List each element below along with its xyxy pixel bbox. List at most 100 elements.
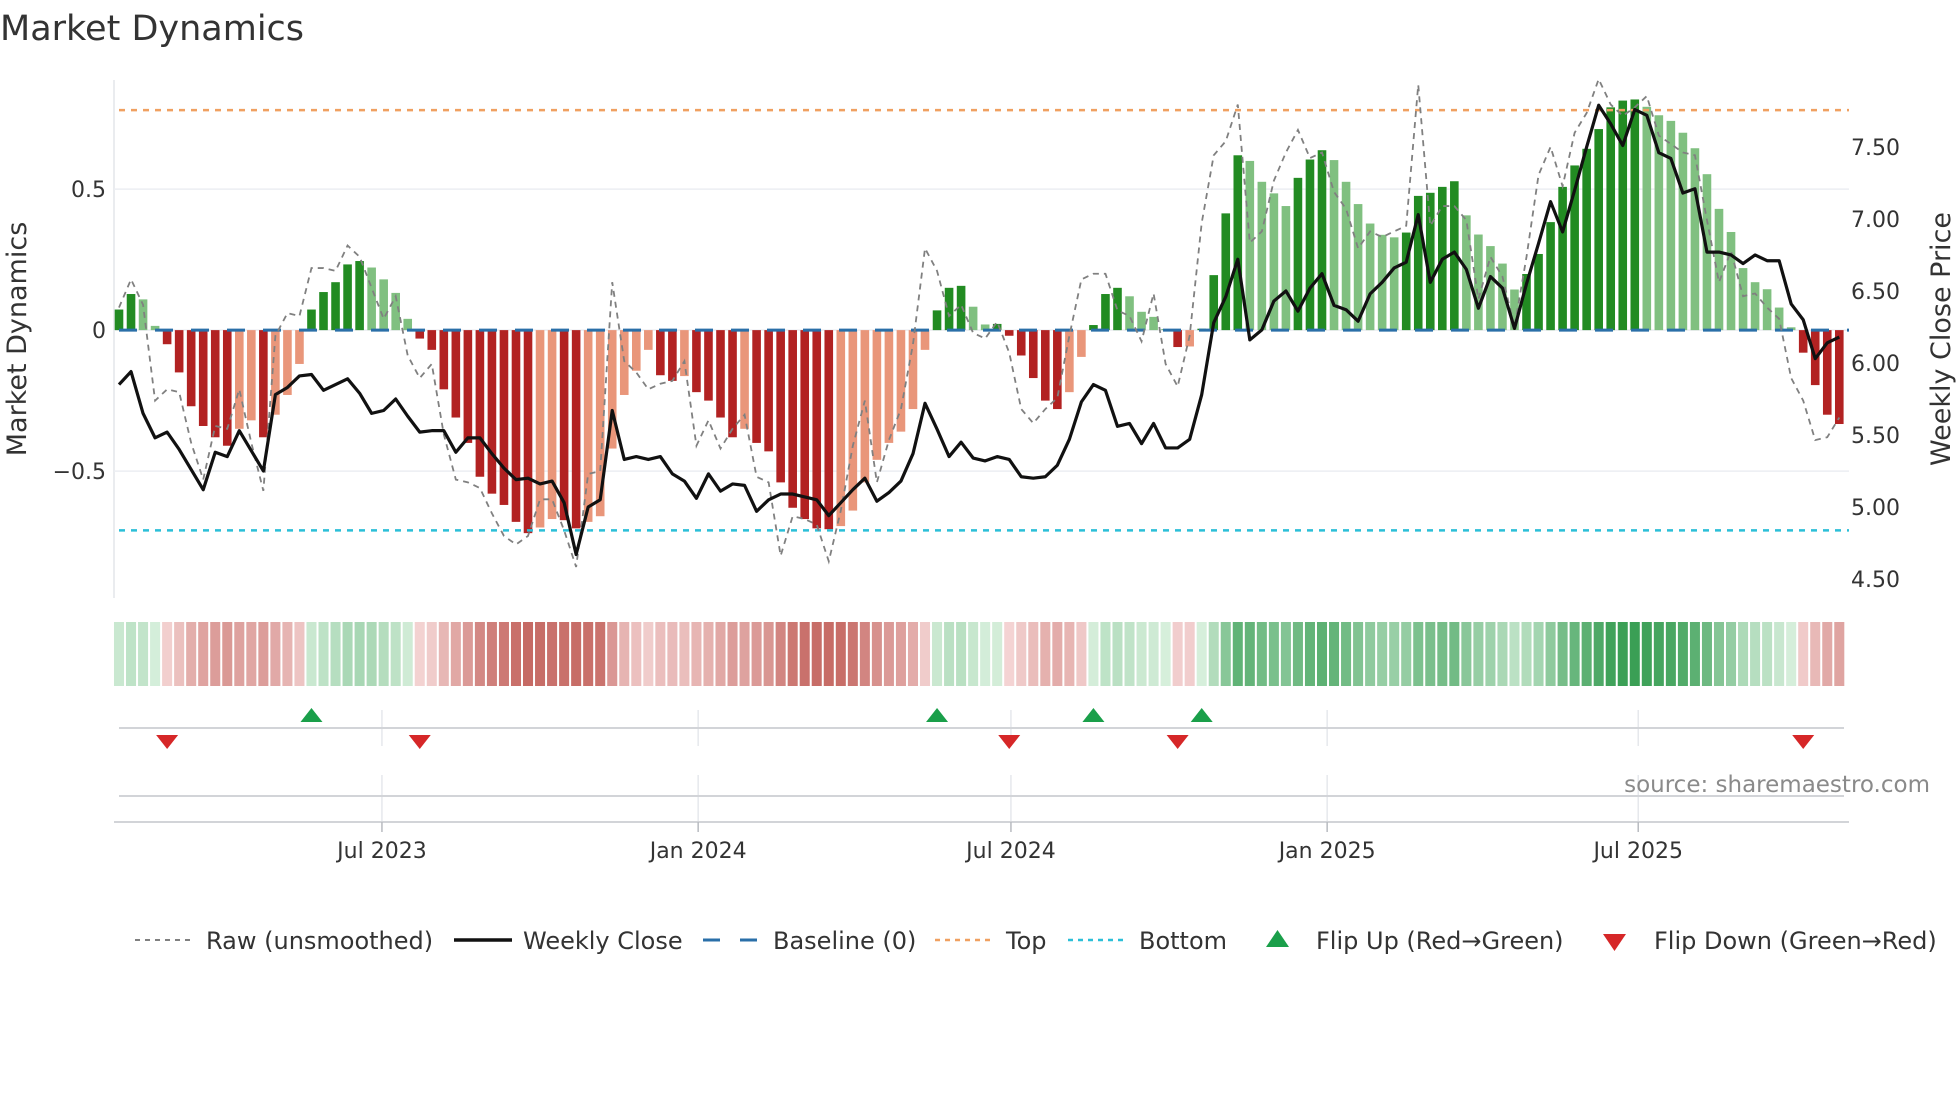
heat-strip-cell [1677,622,1688,686]
histogram-bar [523,330,533,534]
heat-strip-cell [1810,622,1821,686]
histogram-bar [836,330,846,527]
histogram-bar [1281,206,1291,331]
heat-strip-cell [907,622,918,686]
histogram-bar [980,324,990,331]
heat-strip-cell [1028,622,1039,686]
histogram-bar [535,330,545,528]
heat-strip-cell [835,622,846,686]
histogram-bar [884,330,894,443]
x-tick-label: Jul 2023 [335,839,427,864]
histogram-bar [1594,129,1603,331]
histogram-bar [367,267,376,331]
histogram-bar [1798,330,1808,353]
heat-strip-cell [1497,622,1508,686]
histogram-bar [1101,294,1110,331]
heat-strip-cell [390,622,401,686]
histogram-bar [403,318,413,331]
heat-strip-cell [583,622,594,686]
histogram-bar [1522,274,1531,331]
heat-strip-cell [1569,622,1580,686]
heat-strip-cell [1040,622,1051,686]
histogram-bar [1257,181,1267,331]
heat-strip-cell [607,622,618,686]
heat-strip-cell [1256,622,1267,686]
histogram-bar [210,330,220,438]
histogram-bar [716,330,725,418]
histogram-bar [656,330,665,376]
heat-strip-cell [727,622,738,686]
heat-strip-cell [378,622,389,686]
histogram-bar [800,330,810,520]
histogram-bar [1618,100,1628,331]
heat-strip-cell [739,622,750,686]
heat-strip-cell [1665,622,1676,686]
heat-strip-cell [354,622,365,686]
heat-strip-cell [631,622,642,686]
heat-strip-cell [715,622,726,686]
heat-strip-cell [1641,622,1652,686]
heat-strip-cell [523,622,534,686]
histogram-bar [1582,148,1591,331]
heat-strip-cell [1136,622,1147,686]
heat-strip-cell [1208,622,1219,686]
histogram-bar [138,299,148,331]
histogram-bar [1474,234,1483,331]
histogram-bar [247,330,256,421]
heat-strip-cell [1016,622,1027,686]
heat-strip-cell [258,622,269,686]
heat-strip-cell [1389,622,1400,686]
histogram-bar [1016,330,1026,356]
histogram-bar [1233,155,1243,331]
histogram-bar [1678,132,1688,331]
heat-strip-cell [871,622,882,686]
legend-baseline-label: Baseline (0) [773,927,916,955]
histogram-bar [776,330,785,483]
flip-down-marker [1166,735,1189,749]
right-tick-label: 5.50 [1851,424,1900,449]
left-tick-label: −0.5 [53,460,106,485]
heat-strip-cell [1726,622,1737,686]
heat-strip-cell [547,622,558,686]
heat-strip-cell [318,622,329,686]
histogram-bar [1510,289,1519,331]
histogram-bar [1822,330,1832,415]
histogram-bar [331,282,340,331]
heat-strip-cell [1244,622,1255,686]
heat-strip-cell [1762,622,1773,686]
heat-strip-cell [559,622,570,686]
flip-marker-panel [119,708,1844,749]
histogram-bar [259,330,268,438]
histogram-bar [1041,330,1050,401]
histogram-bars [114,99,1844,534]
heat-strip-cell [1292,622,1303,686]
histogram-bar [824,330,834,530]
heat-strip-cell [895,622,906,686]
histogram-bar [607,330,617,449]
histogram-bar [487,330,497,494]
histogram-bar [752,330,761,443]
heat-strip-cell [859,622,870,686]
heat-strip-cell [1653,622,1664,686]
main-plot: 0.5 0 −0.5 4.50 5.00 5.50 6.00 6.50 7.00 7.50 Ma… [2,76,1957,598]
histogram-bar [162,330,172,345]
histogram-bar [992,323,1002,331]
heat-strip-cell [462,622,473,686]
heat-strip-cell [992,622,1003,686]
histogram-bar [583,330,593,522]
histogram-bar [439,330,449,390]
heat-strip-cell [1798,622,1809,686]
legend-bottom-label: Bottom [1139,927,1227,955]
legend: Raw (unsmoothed) Weekly Close Baseline (… [135,927,1937,955]
heat-strip-cell [1750,622,1761,686]
heat-strip-cell [535,622,546,686]
heat-strip-cell [450,622,461,686]
heat-strip-cell [763,622,774,686]
histogram-bar [1293,177,1303,331]
left-axis-label: Market Dynamics [2,222,33,457]
weekly-close-line [117,103,1840,557]
histogram-bar [1028,330,1038,379]
heat-strip-cell [234,622,245,686]
histogram-bar [1546,222,1555,331]
heat-strip-cell [1172,622,1183,686]
